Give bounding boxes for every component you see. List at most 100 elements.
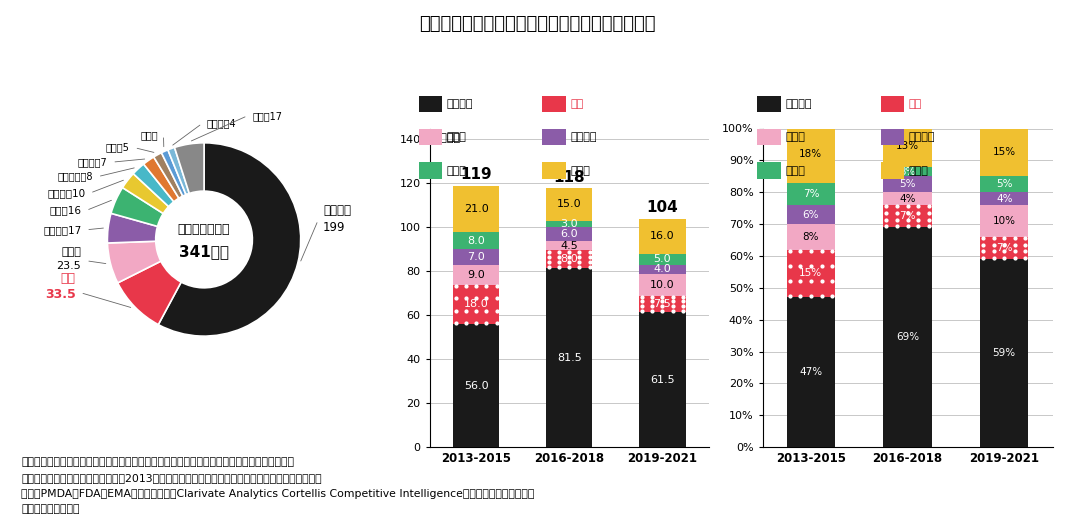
Text: 69%: 69% [896,332,919,342]
Bar [883,125,932,167]
Text: イギリス17: イギリス17 [43,225,82,235]
Wedge shape [122,174,169,213]
Text: 15%: 15% [799,268,823,279]
Text: 18.0: 18.0 [464,299,489,309]
Text: 56.0: 56.0 [464,381,489,391]
Text: 7%: 7% [802,189,819,199]
Text: 16.0: 16.0 [650,231,674,241]
Text: 47%: 47% [799,368,823,377]
Text: スイス: スイス [61,247,82,257]
Text: 3%: 3% [899,167,916,176]
Bar [883,192,932,205]
Text: 81.5: 81.5 [556,353,582,362]
Text: 18%: 18% [799,149,823,159]
Bar [786,298,836,447]
Bar [786,205,836,224]
Bar [639,273,685,296]
Text: 3.0: 3.0 [561,219,578,229]
Text: 4%: 4% [996,194,1013,204]
Text: 104: 104 [647,200,678,215]
Text: 59%: 59% [992,348,1016,358]
Text: 8%: 8% [802,232,819,242]
Text: イギリス: イギリス [909,132,935,142]
Text: 4%: 4% [899,194,916,204]
Bar [546,221,593,227]
Text: 7%: 7% [899,211,916,221]
Text: 7%: 7% [996,243,1013,253]
Bar [453,232,499,249]
Text: 注１：数は品目数。出願人として複数の機関が記されている場合、国籍別に均等割している。
注２：日米欧２極以上で承認され、2013年以降にいずれかの審査機関で初めて: 注１：数は品目数。出願人として複数の機関が記されている場合、国籍別に均等割してい… [21,457,535,514]
Text: グローバル承認: グローバル承認 [178,223,230,236]
Text: 日本: 日本 [570,99,583,109]
Wedge shape [107,241,161,283]
Text: 118: 118 [553,170,585,185]
Text: 日本: 日本 [60,271,75,285]
Text: 21.0: 21.0 [464,204,489,214]
Bar [546,250,593,268]
Text: 6.0: 6.0 [561,229,578,239]
Bar [883,167,932,176]
Bar [786,125,836,182]
Text: ドイツ: ドイツ [447,166,467,176]
Wedge shape [133,164,174,207]
Bar [546,227,593,241]
Wedge shape [161,150,186,196]
Text: カナダ5: カナダ5 [105,143,130,153]
Wedge shape [168,148,189,195]
Bar [639,296,685,312]
Bar [979,128,1029,176]
Bar [639,254,685,265]
Text: 7.0: 7.0 [467,252,485,262]
Text: 図１　グローバル承認品目の創出国籍と年次推移: 図１ グローバル承認品目の創出国籍と年次推移 [419,15,655,33]
Text: 韓国４: 韓国４ [141,130,159,140]
Text: 日本: 日本 [909,99,921,109]
Text: アメリカ: アメリカ [323,204,351,217]
Text: デンマーク8: デンマーク8 [57,172,93,181]
Text: 4.5: 4.5 [561,241,578,250]
Wedge shape [111,188,163,226]
Text: 7.5: 7.5 [653,299,671,309]
Bar [453,324,499,447]
Text: 119: 119 [461,168,492,182]
Text: イギリス: イギリス [570,132,597,142]
Text: 6%: 6% [802,210,819,219]
Text: オランダ4: オランダ4 [207,119,236,128]
Wedge shape [175,143,204,193]
Bar [786,250,836,298]
Bar [883,227,932,447]
Bar [639,312,685,447]
Bar [786,224,836,250]
Text: 4.0: 4.0 [653,264,671,274]
Wedge shape [118,261,182,325]
Text: アメリカ: アメリカ [447,99,474,109]
Text: 61.5: 61.5 [650,375,674,384]
Bar [883,176,932,192]
Wedge shape [107,213,158,243]
Bar [883,205,932,227]
Text: 10.0: 10.0 [650,280,674,289]
Bar [639,265,685,273]
Bar [979,237,1029,259]
Text: ドイツ: ドイツ [785,166,806,176]
Text: イタリア7: イタリア7 [77,157,107,167]
Bar [546,188,593,221]
Text: 199: 199 [323,222,346,234]
Text: 5.0: 5.0 [653,254,671,264]
Text: その他: その他 [909,166,929,176]
Text: 341品目: 341品目 [179,245,229,260]
Text: 8.0: 8.0 [467,235,485,246]
Text: スイス: スイス [447,132,467,142]
Bar [979,205,1029,237]
Wedge shape [154,153,183,198]
Text: その他17: その他17 [252,111,282,121]
Bar [453,186,499,232]
Text: 33.5: 33.5 [45,288,75,301]
Text: その他: その他 [570,166,591,176]
Bar [546,241,593,250]
Text: 13%: 13% [896,141,919,151]
Bar [979,259,1029,447]
Text: 15.0: 15.0 [557,199,581,209]
Text: 10%: 10% [992,216,1016,226]
Text: 5%: 5% [899,179,916,189]
Text: 8.0: 8.0 [561,254,578,264]
